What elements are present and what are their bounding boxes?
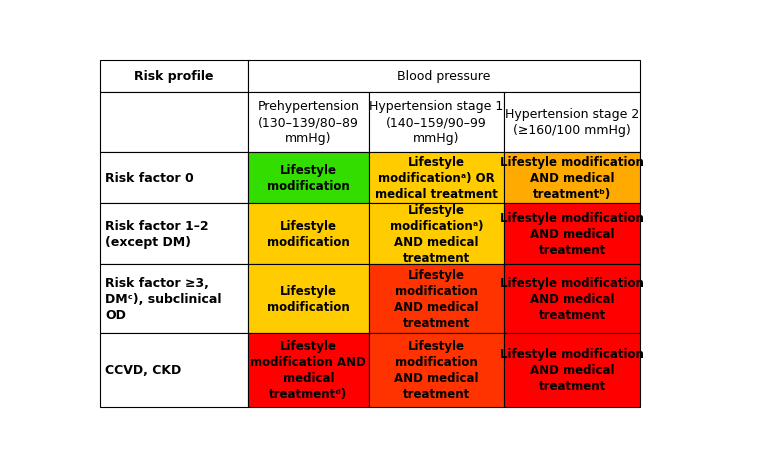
Text: Risk factor ≥3,
DMᶜ), subclinical
OD: Risk factor ≥3, DMᶜ), subclinical OD [105,276,222,322]
Text: Lifestyle
modificationᵃ)
AND medical
treatment: Lifestyle modificationᵃ) AND medical tre… [390,203,483,264]
Text: Lifestyle modification
AND medical
treatmentᵇ): Lifestyle modification AND medical treat… [500,156,644,201]
Text: Prehypertension
(130–139/80–89
mmHg): Prehypertension (130–139/80–89 mmHg) [258,100,359,145]
Text: Lifestyle modification
AND medical
treatment: Lifestyle modification AND medical treat… [500,276,644,322]
Text: Lifestyle
modification
AND medical
treatment: Lifestyle modification AND medical treat… [394,340,478,400]
Bar [100,61,248,92]
Text: Risk profile: Risk profile [135,70,214,83]
Bar [100,334,248,407]
Text: Lifestyle
modificationᵃ) OR
medical treatment: Lifestyle modificationᵃ) OR medical trea… [375,156,498,201]
Bar [100,203,248,264]
Bar [248,61,640,92]
Bar [369,334,504,407]
Bar [504,92,640,153]
Text: CCVD, CKD: CCVD, CKD [105,364,181,377]
Bar [248,334,369,407]
Text: Lifestyle
modification: Lifestyle modification [267,164,349,193]
Bar [369,153,504,203]
Bar [100,264,248,334]
Bar [369,92,504,153]
Text: Hypertension stage 2
(≥160/100 mmHg): Hypertension stage 2 (≥160/100 mmHg) [505,108,640,137]
Bar [504,203,640,264]
Text: Risk factor 0: Risk factor 0 [105,172,194,185]
Text: Lifestyle modification
AND medical
treatment: Lifestyle modification AND medical treat… [500,348,644,392]
Bar [248,264,369,334]
Text: Blood pressure: Blood pressure [398,70,491,83]
Bar [504,153,640,203]
Bar [100,92,248,153]
Bar [504,334,640,407]
Bar [369,203,504,264]
Text: Risk factor 1–2
(except DM): Risk factor 1–2 (except DM) [105,219,209,249]
Bar [369,264,504,334]
Text: Hypertension stage 1
(140–159/90–99
mmHg): Hypertension stage 1 (140–159/90–99 mmHg… [370,100,503,145]
Text: Lifestyle
modification: Lifestyle modification [267,285,349,313]
Bar [248,153,369,203]
Bar [100,153,248,203]
Bar [248,92,369,153]
Text: Lifestyle
modification
AND medical
treatment: Lifestyle modification AND medical treat… [394,268,478,329]
Text: Lifestyle
modification AND
medical
treatmentᵈ): Lifestyle modification AND medical treat… [251,340,366,400]
Bar [504,264,640,334]
Bar [248,203,369,264]
Text: Lifestyle
modification: Lifestyle modification [267,219,349,249]
Text: Lifestyle modification
AND medical
treatment: Lifestyle modification AND medical treat… [500,212,644,256]
